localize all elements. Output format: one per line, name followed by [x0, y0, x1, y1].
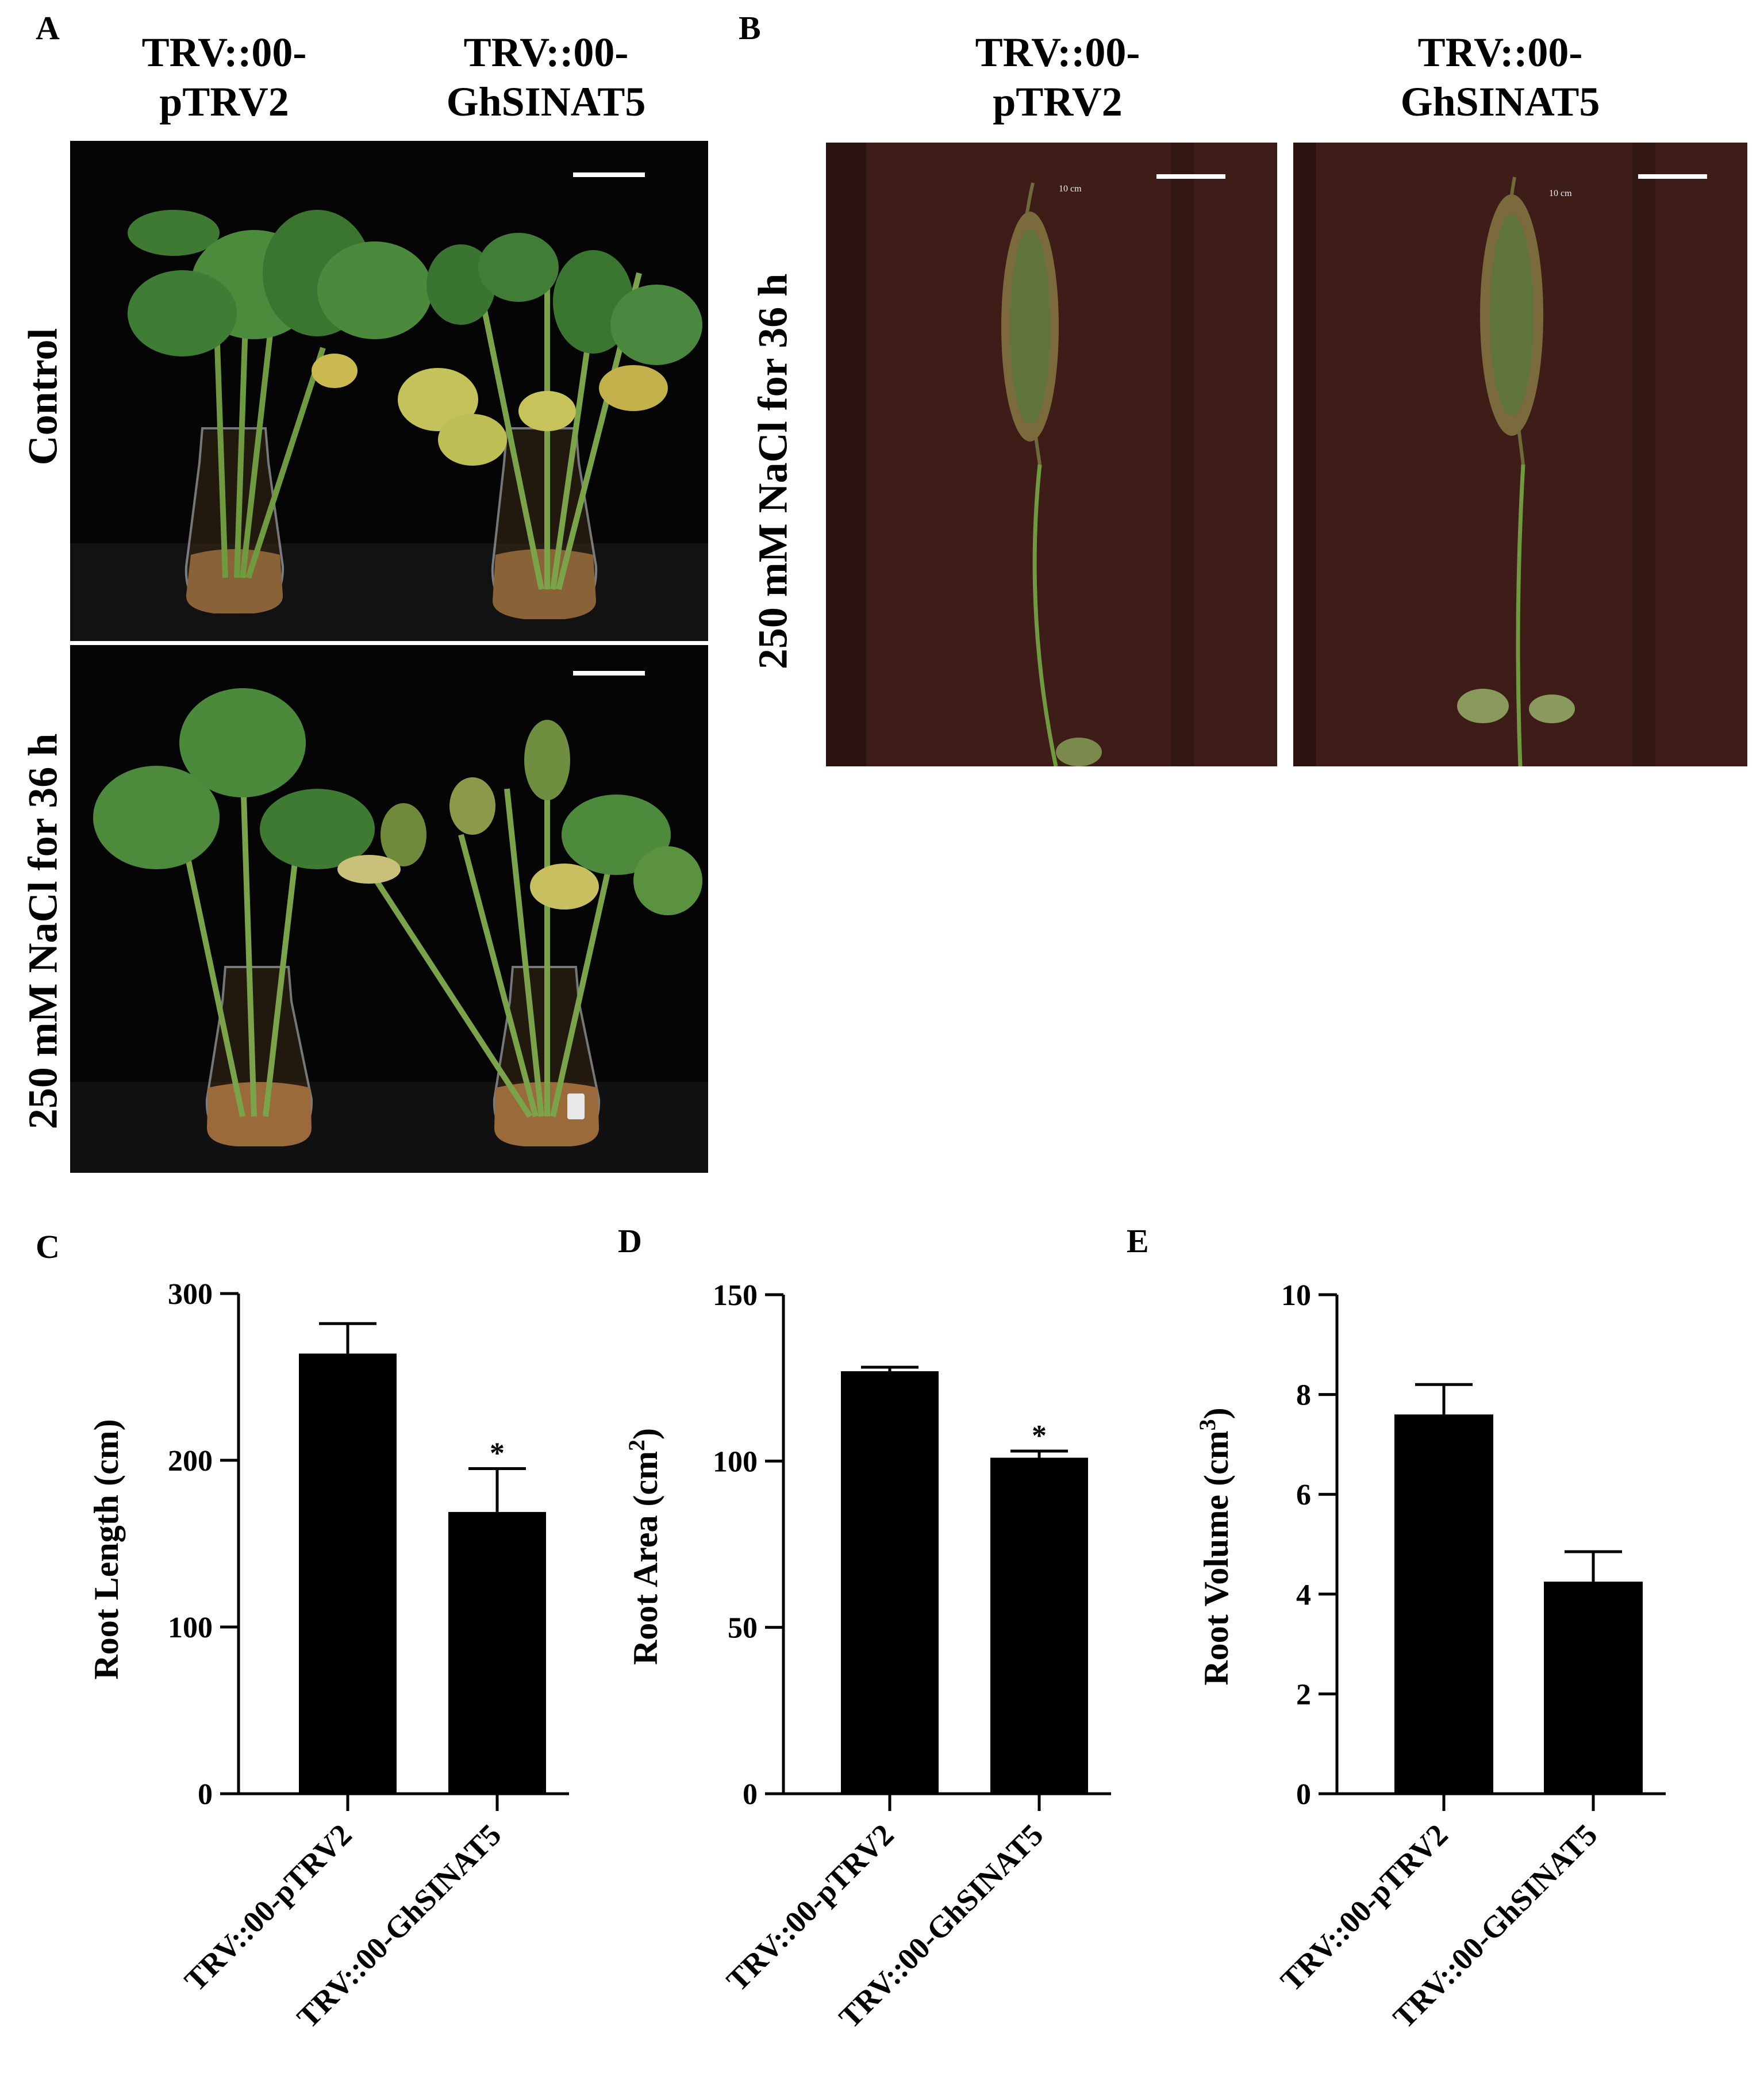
bar-1 — [299, 1353, 397, 1794]
control-plants-illustration — [70, 141, 708, 641]
y-tick-label: 100 — [168, 1611, 213, 1644]
root-GhSINAT5-illustration — [1293, 143, 1747, 766]
header-line-1: TRV::00- — [975, 29, 1140, 75]
scale-bar-root-GhSINAT5 — [1638, 174, 1707, 179]
flask-left — [205, 966, 313, 1146]
scale-text-GhSINAT5: 10 cm — [1549, 189, 1572, 198]
photo-control-plants — [70, 141, 708, 641]
y-axis-label: Root Volume (cm3) — [1194, 1407, 1236, 1685]
significance-mark-2: * — [1032, 1419, 1047, 1452]
y-tick-label: 200 — [168, 1445, 213, 1478]
nacl-plants-illustration — [70, 645, 708, 1173]
y-axis-label: Root Area (cm2) — [624, 1428, 665, 1665]
y-tick-label: 8 — [1296, 1379, 1311, 1412]
bar-1 — [841, 1371, 939, 1794]
significance-mark-2: * — [490, 1437, 505, 1470]
bar-1 — [1394, 1414, 1493, 1794]
panel-a-row-label-nacl: 250 mM NaCl for 36 h — [20, 733, 66, 1130]
panel-letter-a: A — [36, 9, 60, 47]
panel-letter-c: C — [36, 1228, 60, 1265]
panel-letter-e: E — [1127, 1222, 1149, 1260]
stems-left — [176, 759, 303, 1118]
panel-b-col-header-pTRV2: TRV::00- pTRV2 — [954, 28, 1161, 126]
header-line-2: GhSINAT5 — [446, 79, 646, 125]
scale-text-pTRV2: 10 cm — [1059, 184, 1082, 194]
leaves-right — [337, 720, 702, 915]
panel-b-col-header-GhSINAT5: TRV::00- GhSINAT5 — [1391, 28, 1609, 126]
photo-root-pTRV2: 10 cm — [826, 143, 1277, 766]
leaves-left — [128, 210, 432, 388]
leaves-left — [93, 688, 375, 869]
panel-a-row-label-control: Control — [20, 328, 66, 466]
y-tick-label: 4 — [1296, 1579, 1311, 1611]
y-tick-label: 0 — [743, 1778, 758, 1811]
y-tick-label: 150 — [713, 1279, 758, 1312]
header-line-2: pTRV2 — [159, 79, 289, 125]
header-line-1: TRV::00- — [463, 29, 629, 75]
bar-2 — [990, 1457, 1088, 1794]
scale-bar-nacl — [573, 671, 645, 676]
panel-letter-b: B — [739, 9, 761, 47]
stems-right — [366, 766, 619, 1118]
scale-bar-root-pTRV2 — [1156, 174, 1225, 179]
photo-root-GhSINAT5: 10 cm — [1293, 143, 1747, 766]
root-pTRV2-illustration — [826, 143, 1277, 766]
y-tick-label: 100 — [713, 1445, 758, 1478]
leaves-right — [398, 233, 702, 466]
y-tick-label: 2 — [1296, 1678, 1311, 1711]
y-tick-label: 50 — [728, 1612, 758, 1645]
bar-2 — [1544, 1582, 1643, 1794]
header-line-1: TRV::00- — [1417, 29, 1583, 75]
header-line-1: TRV::00- — [141, 29, 307, 75]
header-line-2: GhSINAT5 — [1400, 79, 1600, 125]
panel-a-col-header-GhSINAT5: TRV::00- GhSINAT5 — [437, 28, 655, 126]
y-axis-label: Root Length (cm) — [87, 1419, 125, 1679]
panel-a-col-header-pTRV2: TRV::00- pTRV2 — [126, 28, 322, 126]
y-tick-label: 6 — [1296, 1479, 1311, 1511]
bar-2 — [448, 1511, 546, 1794]
y-tick-label: 0 — [198, 1778, 213, 1811]
panel-b-row-label-nacl: 250 mM NaCl for 36 h — [750, 273, 796, 670]
y-tick-label: 0 — [1296, 1778, 1311, 1811]
photo-nacl-plants — [70, 645, 708, 1173]
flask-left — [185, 427, 285, 613]
scale-bar-control — [573, 172, 645, 177]
y-tick-label: 300 — [168, 1278, 213, 1311]
panel-letter-d: D — [618, 1222, 642, 1260]
y-tick-label: 10 — [1281, 1279, 1311, 1312]
header-line-2: pTRV2 — [993, 79, 1123, 125]
